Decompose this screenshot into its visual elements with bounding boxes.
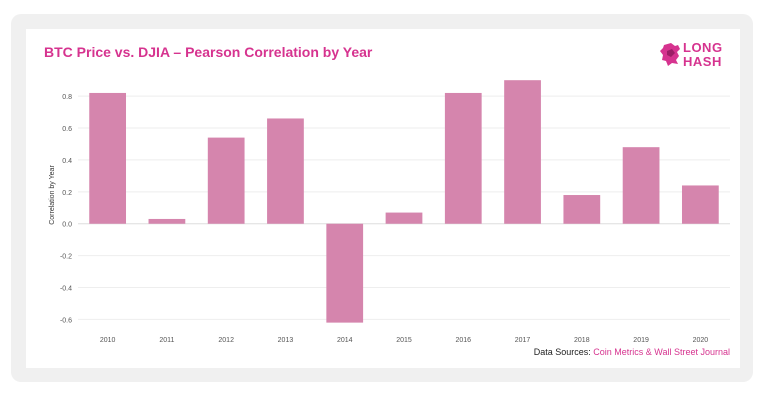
data-source-note: Data Sources: Coin Metrics & Wall Street… <box>534 347 730 357</box>
x-tick-label: 2020 <box>693 337 709 344</box>
y-tick-label: -0.6 <box>60 317 72 324</box>
x-tick-label: 2010 <box>100 337 116 344</box>
y-tick-label: 0.0 <box>62 222 72 229</box>
bar <box>385 212 423 224</box>
longhash-logo: LONG HASH <box>659 39 731 71</box>
x-tick-label: 2015 <box>396 337 412 344</box>
bar <box>681 185 719 224</box>
x-tick-label: 2014 <box>337 337 353 344</box>
bar <box>89 92 127 224</box>
bar <box>622 147 660 224</box>
bar <box>267 118 304 224</box>
bar <box>504 80 541 224</box>
x-tick-label: 2019 <box>633 337 649 344</box>
bar <box>563 195 601 224</box>
x-tick-label: 2018 <box>574 337 590 344</box>
data-source-prefix: Data Sources: <box>533 347 591 357</box>
x-tick-label: 2011 <box>159 337 174 344</box>
y-tick-label: 0.6 <box>62 126 72 133</box>
logo-text-hash: HASH <box>683 54 722 69</box>
bar <box>207 137 245 224</box>
x-tick-label: 2017 <box>515 337 531 344</box>
chart-title: BTC Price vs. DJIA – Pearson Correlation… <box>44 44 373 60</box>
bar-chart: 0.8 0.6 0.4 0.2 0.0 -0.2 -0.4 -0.6 Correlation b… <box>49 80 730 344</box>
x-tick-label: 2016 <box>455 337 471 344</box>
x-tick-label: 2012 <box>218 337 234 344</box>
chart-card: BTC Price vs. DJIA – Pearson Correlation… <box>26 29 740 368</box>
bar <box>326 223 364 323</box>
bar <box>148 218 186 224</box>
y-tick-label: 0.8 <box>62 94 72 101</box>
y-tick-label: -0.4 <box>60 286 72 293</box>
y-axis-label: Correlation by Year <box>49 165 56 225</box>
logo-text-long: LONG <box>683 40 723 55</box>
bar <box>444 92 482 224</box>
y-tick-label: 0.4 <box>62 158 72 165</box>
longhash-logo-icon <box>660 43 680 66</box>
y-tick-label: 0.2 <box>62 190 72 197</box>
y-tick-label: -0.2 <box>60 254 72 261</box>
x-tick-label: 2013 <box>278 337 294 344</box>
data-source-text: Coin Metrics & Wall Street Journal <box>593 347 730 357</box>
